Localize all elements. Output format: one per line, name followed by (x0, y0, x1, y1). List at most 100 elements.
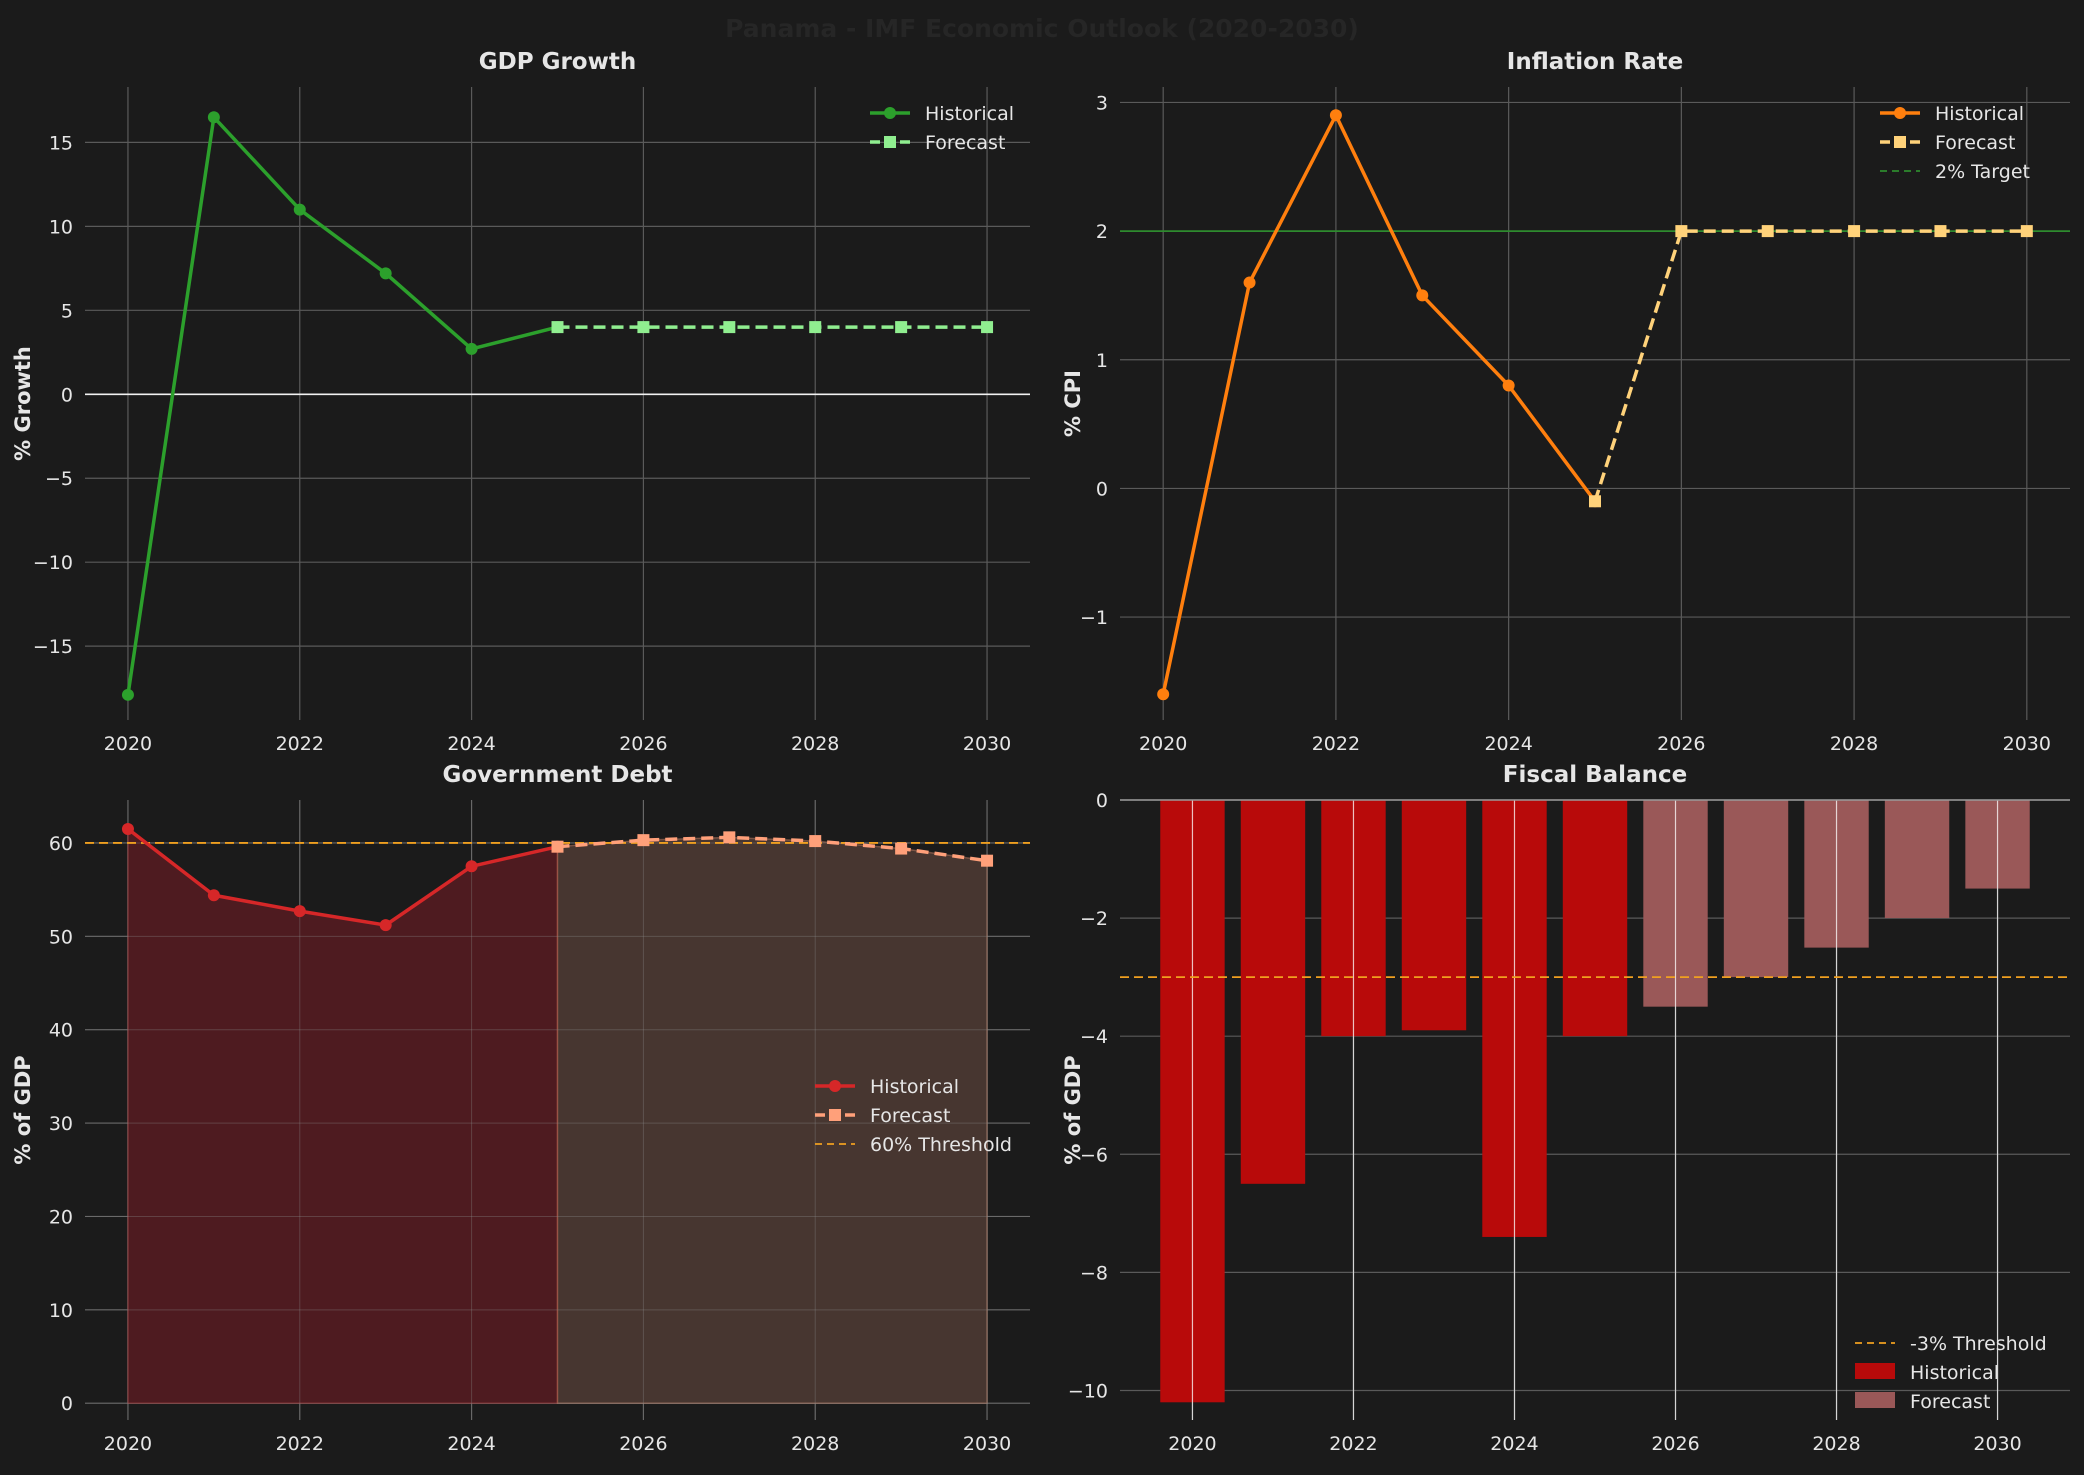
legend-marker-forecast (884, 136, 896, 148)
y-tick-label: 10 (49, 1300, 73, 1322)
y-tick-label: 0 (61, 384, 73, 406)
x-tick-label: 2022 (276, 1433, 324, 1455)
x-tick-label: 2024 (447, 733, 495, 755)
panel-fiscal-balance: Fiscal Balance % of GDP 2020 2022 2024 2026 20… (1061, 762, 2070, 1455)
y-tick-label: 30 (49, 1113, 73, 1135)
y-axis-label: % of GDP (1061, 1055, 1085, 1164)
legend-swatch-historical (1855, 1363, 1895, 1379)
y-tick-label: 0 (1096, 478, 1108, 500)
data-point-historical (121, 688, 134, 701)
y-tick-label: 0 (61, 1393, 73, 1415)
data-point-historical (1329, 109, 1342, 122)
panel-government-debt: Government Debt % of GDP 2020 2022 2024 2026 2… (11, 762, 1030, 1455)
x-tick-label: 2026 (619, 1433, 667, 1455)
data-point-historical (207, 889, 220, 902)
data-point-forecast (1848, 225, 1861, 238)
y-tick-label: 3 (1096, 92, 1108, 114)
data-point-forecast (2020, 225, 2033, 238)
y-tick-label: 1 (1096, 350, 1108, 372)
legend: Historical Forecast (870, 103, 1014, 154)
legend: Historical Forecast 60% Threshold (815, 1076, 1012, 1156)
legend-label-historical: Historical (1935, 103, 2024, 125)
legend: -3% Threshold Historical Forecast (1855, 1333, 2047, 1413)
data-point-historical (1502, 379, 1515, 392)
data-point-forecast (1761, 225, 1774, 238)
legend-label-60-threshold: 60% Threshold (870, 1134, 1012, 1156)
data-point-forecast (551, 321, 564, 334)
panel-inflation-rate: Inflation Rate % CPI 2020 2022 2024 2026 2028 2… (1061, 49, 2070, 755)
y-tick-label: −6 (1080, 1144, 1108, 1166)
panel-title: Government Debt (442, 762, 672, 788)
y-tick-label: −8 (1080, 1262, 1108, 1284)
data-point-historical (1416, 289, 1429, 302)
x-tick-label: 2024 (1490, 1433, 1538, 1455)
y-tick-label: 5 (61, 300, 73, 322)
figure-suptitle: Panama - IMF Economic Outlook (2020-2030… (725, 14, 1359, 43)
data-point-forecast (551, 840, 564, 853)
legend-marker-historical (884, 107, 896, 119)
data-point-historical (293, 203, 306, 216)
data-point-forecast (637, 321, 650, 334)
legend-label-3-threshold: -3% Threshold (1910, 1333, 2047, 1355)
bar-historical (1562, 800, 1628, 1037)
bar-forecast (1884, 800, 1950, 919)
data-point-forecast (895, 321, 908, 334)
y-tick-label: 40 (49, 1020, 73, 1042)
legend-swatch-forecast (1855, 1392, 1895, 1408)
data-point-forecast (809, 835, 822, 848)
bar-historical (1240, 800, 1306, 1184)
legend-marker-historical (1894, 107, 1906, 119)
x-tick-label: 2020 (1168, 1433, 1216, 1455)
data-point-historical (1243, 276, 1256, 289)
y-tick-label: 50 (49, 926, 73, 948)
data-point-historical (379, 267, 392, 280)
y-tick-label: 15 (49, 132, 73, 154)
legend-label-historical: Historical (925, 103, 1014, 125)
legend: Historical Forecast 2% Target (1880, 103, 2030, 183)
x-tick-label: 2028 (791, 1433, 839, 1455)
bar-historical (1401, 800, 1467, 1031)
data-point-forecast (723, 831, 736, 844)
x-tick-label: 2024 (447, 1433, 495, 1455)
x-tick-label: 2030 (963, 733, 1011, 755)
x-tick-label: 2026 (1651, 1433, 1699, 1455)
x-tick-label: 2020 (104, 733, 152, 755)
data-point-historical (121, 822, 134, 835)
x-tick-label: 2022 (1312, 733, 1360, 755)
panel-title: Fiscal Balance (1503, 762, 1687, 788)
x-tick-label: 2026 (619, 733, 667, 755)
x-tick-label: 2028 (1812, 1433, 1860, 1455)
x-tick-label: 2028 (1830, 733, 1878, 755)
series-line-forecast (1593, 229, 2027, 502)
x-tick-label: 2020 (104, 1433, 152, 1455)
y-tick-label: 10 (49, 216, 73, 238)
x-tick-label: 2030 (2003, 733, 2051, 755)
x-tick-label: 2020 (1139, 733, 1187, 755)
legend-label-forecast: Forecast (870, 1105, 950, 1127)
bar-forecast (1723, 800, 1789, 978)
data-point-historical (207, 111, 220, 124)
x-tick-label: 2026 (1657, 733, 1705, 755)
x-tick-label: 2022 (276, 733, 324, 755)
legend-label-forecast: Forecast (925, 132, 1005, 154)
data-point-forecast (809, 321, 822, 334)
y-tick-label: 2 (1096, 221, 1108, 243)
legend-label-forecast: Forecast (1935, 132, 2015, 154)
y-tick-label: 60 (49, 833, 73, 855)
panel-gdp-growth: GDP Growth % Growth 2020 2022 2024 2026 2028 20… (11, 49, 1030, 755)
series-line-historical (126, 115, 558, 696)
legend-label-forecast: Forecast (1910, 1391, 1990, 1413)
data-point-forecast (1675, 225, 1688, 238)
legend-label-historical: Historical (870, 1076, 959, 1098)
x-tick-label: 2030 (1973, 1433, 2021, 1455)
y-tick-label: −10 (1068, 1380, 1108, 1402)
legend-marker-forecast (1894, 136, 1906, 148)
legend-label-2-target: 2% Target (1935, 161, 2030, 183)
y-tick-label: −1 (1080, 607, 1108, 629)
y-axis-label: % Growth (11, 346, 35, 461)
data-point-forecast (637, 834, 650, 847)
y-tick-label: −2 (1080, 908, 1108, 930)
data-point-forecast (981, 854, 994, 867)
y-axis-label: % of GDP (11, 1055, 35, 1164)
